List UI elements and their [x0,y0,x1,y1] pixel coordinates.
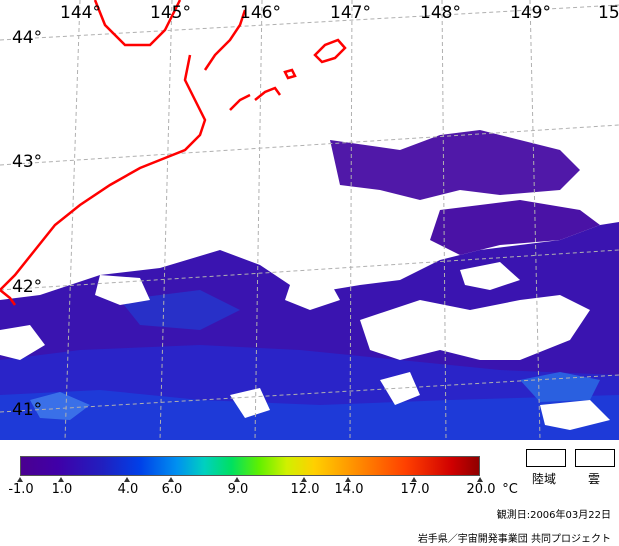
project-credit: 岩手県／宇宙開発事業団 共同プロジェクト [417,534,611,545]
cloud-swatch [575,449,615,467]
graticule [0,0,619,440]
land-label: 陸域 [532,472,557,486]
cloud-label: 雲 [588,472,601,486]
legend-tick-mark [477,477,483,482]
lon-label-148: 148° [420,3,461,23]
lon-label-149: 149° [510,3,551,23]
lon-label-150: 15 [598,3,619,23]
lon-label-144: 144° [60,3,101,23]
legend-tick-mark [17,477,23,482]
legend-unit-label: °C [502,482,518,497]
legend-tick-mark [345,477,351,482]
legend-tick-mark [58,477,64,482]
land-swatch [526,449,566,467]
legend-tick-label: 4.0 [117,482,139,497]
legend-tick-label: -1.0 [8,482,34,497]
legend-tick-label: 1.0 [51,482,73,497]
legend-tick-mark [301,477,307,482]
legend-tick-mark [411,477,417,482]
legend-tick-label: 17.0 [400,482,430,497]
cloud-mask [0,262,610,430]
legend-tick-mark [234,477,240,482]
lon-label-147: 147° [330,3,371,23]
lat-label-44: 44° [12,28,43,48]
legend-tick-label: 20.0 [466,482,496,497]
legend-tick-label: 14.0 [334,482,364,497]
observation-date: 観測日:2006年03月22日 [496,510,611,521]
legend-tick-label: 9.0 [227,482,249,497]
sst-map [0,0,619,440]
lat-label-42: 42° [12,277,43,297]
temperature-color-scale [20,456,480,476]
coastline [0,0,347,306]
lon-label-145: 145° [150,3,191,23]
legend-tick-label: 12.0 [290,482,320,497]
legend-tick-mark [168,477,174,482]
legend-tick-label: 6.0 [161,482,183,497]
legend-tick-mark [124,477,130,482]
lon-label-146: 146° [240,3,281,23]
lat-label-43: 43° [12,152,43,172]
lat-label-41: 41° [12,400,43,420]
